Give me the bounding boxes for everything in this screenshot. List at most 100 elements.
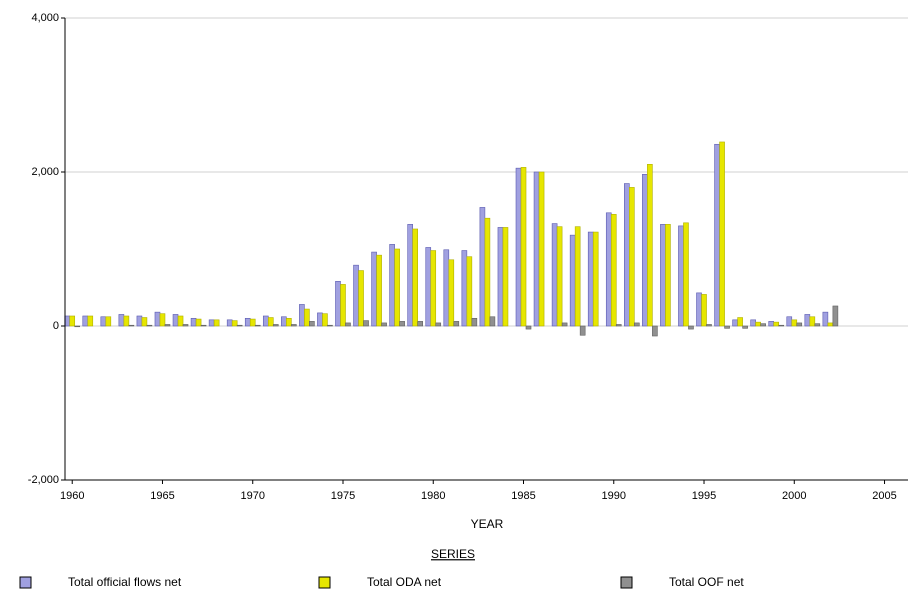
bar: [719, 141, 725, 327]
bar: [466, 256, 473, 327]
bar: [299, 304, 305, 327]
bar: [683, 222, 689, 327]
bar: [453, 321, 460, 327]
bar: [610, 214, 617, 327]
bar: [579, 325, 586, 336]
bar: [208, 319, 215, 327]
legend-label: Total OOF net: [669, 575, 744, 589]
bar: [244, 317, 251, 327]
bar: [74, 325, 81, 328]
y-tick-label: 4,000: [31, 12, 59, 24]
bar: [195, 318, 202, 327]
bar: [353, 264, 359, 327]
bar: [533, 171, 540, 327]
bar: [778, 324, 785, 327]
bar: [172, 314, 179, 327]
bar: [249, 318, 256, 327]
bar: [647, 164, 653, 327]
bar: [430, 250, 437, 327]
bar: [561, 322, 568, 327]
bar: [484, 217, 491, 327]
bar: [724, 325, 730, 329]
bar: [322, 313, 328, 327]
bar: [164, 324, 171, 327]
bar: [291, 324, 297, 327]
bar: [515, 167, 522, 327]
bar: [272, 324, 279, 327]
bar: [642, 174, 648, 327]
legend-marker: [19, 576, 32, 589]
bar: [755, 321, 761, 327]
x-tick-label: 1960: [60, 490, 84, 502]
bar: [471, 317, 478, 327]
legend-title: SERIES: [431, 547, 475, 561]
x-tick-label: 1965: [150, 490, 174, 502]
bar: [399, 321, 405, 327]
bar: [629, 187, 635, 327]
bar: [417, 321, 423, 327]
bar: [574, 226, 581, 327]
x-tick-label: 1980: [421, 490, 445, 502]
bar: [335, 281, 341, 327]
bar: [340, 284, 346, 327]
bar: [425, 247, 432, 327]
bar: [678, 225, 684, 327]
bar: [190, 317, 197, 327]
bar: [701, 294, 707, 327]
bar: [371, 251, 377, 327]
bar: [786, 316, 793, 327]
bar: [87, 315, 94, 327]
bar: [796, 322, 803, 327]
legend-marker: [620, 576, 633, 589]
legend-marker: [318, 576, 331, 589]
bar: [236, 324, 243, 327]
bar: [660, 224, 666, 327]
bar: [231, 320, 238, 327]
bar: [100, 316, 107, 327]
bar: [556, 226, 563, 327]
x-tick-label: 1970: [240, 490, 264, 502]
bar: [768, 321, 775, 327]
bar: [538, 171, 545, 327]
bar: [497, 227, 504, 327]
bar: [154, 311, 161, 327]
bar: [750, 319, 756, 327]
bar: [520, 167, 527, 327]
bar: [696, 292, 702, 327]
y-tick-label: 0: [53, 320, 59, 332]
bar: [827, 322, 834, 327]
bar: [177, 315, 184, 327]
bar: [489, 316, 496, 327]
bar: [141, 317, 148, 327]
x-tick-label: 2005: [872, 490, 896, 502]
bar: [146, 324, 153, 327]
x-tick-label: 1995: [692, 490, 716, 502]
bar: [569, 234, 576, 327]
bar: [435, 322, 442, 327]
bar: [706, 324, 712, 327]
bar: [448, 259, 455, 327]
bar: [461, 250, 468, 327]
bar: [605, 212, 612, 327]
bar: [136, 315, 143, 327]
bar: [688, 325, 694, 330]
x-tick-label: 2000: [782, 490, 806, 502]
bar: [791, 319, 798, 327]
bar: [226, 319, 233, 327]
bar: [587, 231, 594, 327]
bar: [742, 325, 748, 329]
bar: [551, 223, 558, 327]
legend-label: Total official flows net: [68, 575, 182, 589]
bar: [732, 319, 738, 327]
bar: [407, 224, 413, 327]
bar: [286, 317, 292, 327]
bar: [159, 313, 166, 327]
y-tick-label: 2,000: [31, 166, 59, 178]
bar: [69, 315, 76, 327]
bar: [760, 323, 766, 327]
x-tick-label: 1975: [331, 490, 355, 502]
bar: [634, 322, 640, 327]
bar: [443, 249, 450, 327]
bar: [502, 227, 509, 327]
bar: [363, 320, 369, 327]
